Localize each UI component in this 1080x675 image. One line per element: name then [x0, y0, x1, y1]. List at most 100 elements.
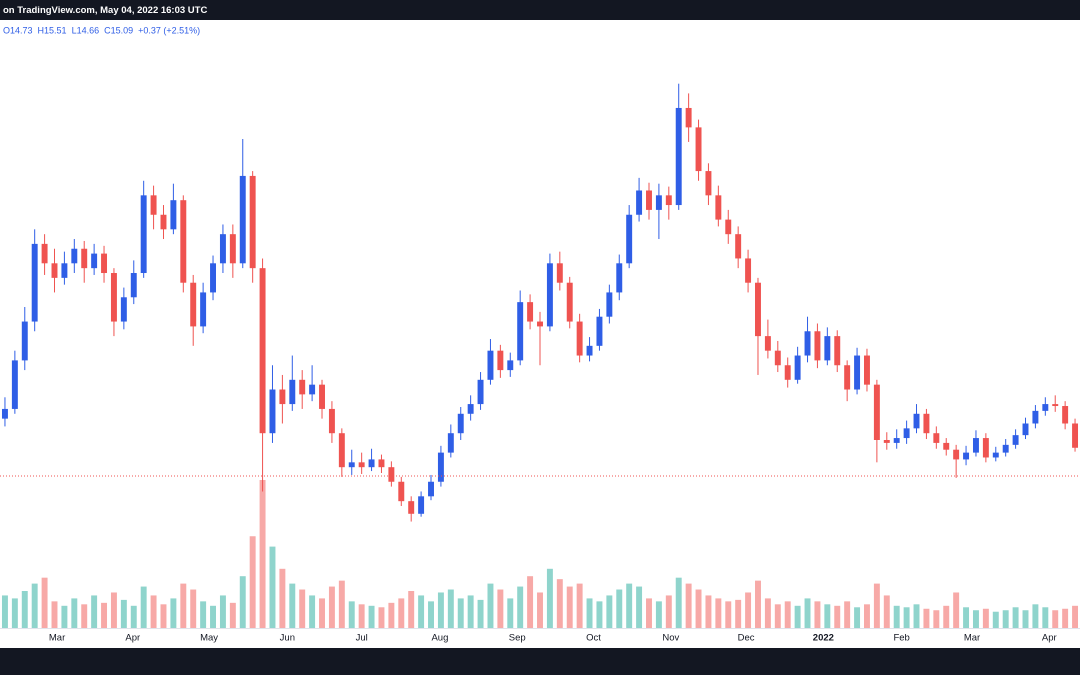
candle-body [913, 413, 920, 429]
volume-bar [982, 608, 989, 628]
volume-bar [586, 598, 593, 628]
candle-body [517, 302, 524, 361]
volume-bar [963, 607, 970, 628]
volume-bar [824, 604, 831, 628]
x-tick-label: Dec [738, 633, 755, 644]
candle-body [447, 433, 454, 453]
volume-bar [229, 602, 236, 628]
volume-bar [210, 605, 216, 628]
volume-bar [41, 577, 48, 628]
volume-bar [784, 601, 791, 628]
candle-body [527, 302, 534, 322]
candle-body [299, 379, 306, 395]
candle-body [992, 452, 999, 458]
candle-body [774, 350, 781, 366]
volume-bar [447, 589, 454, 628]
volume-bar [873, 583, 880, 628]
candle-body [903, 428, 910, 439]
volume-bar [309, 595, 316, 628]
candle-body [576, 321, 583, 356]
volume-bar [1, 595, 8, 628]
candle-body [943, 442, 950, 450]
volume-bar [933, 610, 940, 628]
volume-bar [814, 601, 821, 628]
volume-bar [715, 598, 722, 628]
volume-bar [537, 592, 543, 628]
volume-bar [764, 598, 771, 628]
candle-body [249, 175, 256, 269]
candle-body [328, 408, 335, 434]
candle-body [1032, 410, 1039, 424]
volume-bar [1062, 608, 1069, 628]
x-tick-label: Apr [125, 633, 140, 644]
candle-body [477, 379, 484, 405]
candle-body [319, 384, 325, 409]
candle-body [51, 263, 58, 278]
x-tick-label: Nov [662, 633, 679, 644]
volume-bar [527, 576, 534, 628]
volume-bar [705, 595, 712, 628]
candle-body [348, 462, 355, 468]
volume-bar [101, 602, 108, 628]
volume-bar [467, 595, 474, 628]
candle-body [338, 433, 345, 468]
volume-bar [428, 601, 434, 628]
volume-bar [566, 586, 573, 628]
candle-body [408, 501, 415, 514]
candle-body [1, 408, 8, 419]
volume-bar [794, 605, 801, 628]
volume-bar [328, 586, 335, 628]
candle-body [110, 273, 117, 322]
candle-body [1062, 406, 1069, 424]
volume-bar [834, 605, 841, 628]
volume-bar [943, 605, 950, 628]
candle-body [259, 268, 266, 434]
volume-bar [21, 591, 28, 628]
candle-body [596, 316, 603, 346]
volume-bar [269, 546, 276, 628]
volume-bar [110, 592, 117, 628]
volume-bar [596, 601, 603, 628]
candle-body [695, 127, 702, 172]
top-bar [0, 0, 1080, 20]
candle-body [467, 404, 474, 414]
candle-body [170, 200, 177, 230]
legend-item: L14.66 [72, 25, 100, 35]
candle-body [873, 384, 880, 440]
volume-bar [368, 605, 375, 628]
candle-body [893, 438, 900, 443]
candle-body [883, 440, 890, 443]
volume-bar [745, 592, 752, 628]
volume-bar [844, 601, 851, 628]
volume-bar [61, 605, 68, 628]
volume-bar [477, 599, 484, 628]
volume-bar [358, 604, 365, 628]
volume-bar [774, 604, 781, 628]
volume-bar [893, 605, 900, 628]
volume-bar [507, 598, 514, 628]
volume-bar [992, 611, 999, 628]
volume-bar [1052, 610, 1059, 628]
volume-bar [804, 598, 811, 628]
x-tick-label: Jun [280, 633, 295, 644]
candle-body [11, 360, 18, 409]
candle-body [735, 234, 742, 259]
volume-bar [854, 607, 861, 628]
volume-bar [1022, 610, 1029, 628]
x-tick-label: Mar [964, 633, 980, 644]
x-tick-label: Apr [1042, 633, 1057, 644]
candle-body [606, 292, 613, 317]
bottom-bar [0, 648, 1080, 675]
x-tick-label: Oct [586, 633, 601, 644]
candle-body [61, 263, 68, 278]
volume-bar [923, 608, 930, 628]
candle-body [586, 345, 593, 356]
candle-body [239, 175, 246, 264]
candle-body [140, 195, 147, 274]
volume-bar [755, 580, 761, 628]
candle-body [1002, 444, 1009, 453]
candle-body [556, 263, 563, 283]
volume-bar [289, 583, 296, 628]
volume-bar [319, 598, 325, 628]
